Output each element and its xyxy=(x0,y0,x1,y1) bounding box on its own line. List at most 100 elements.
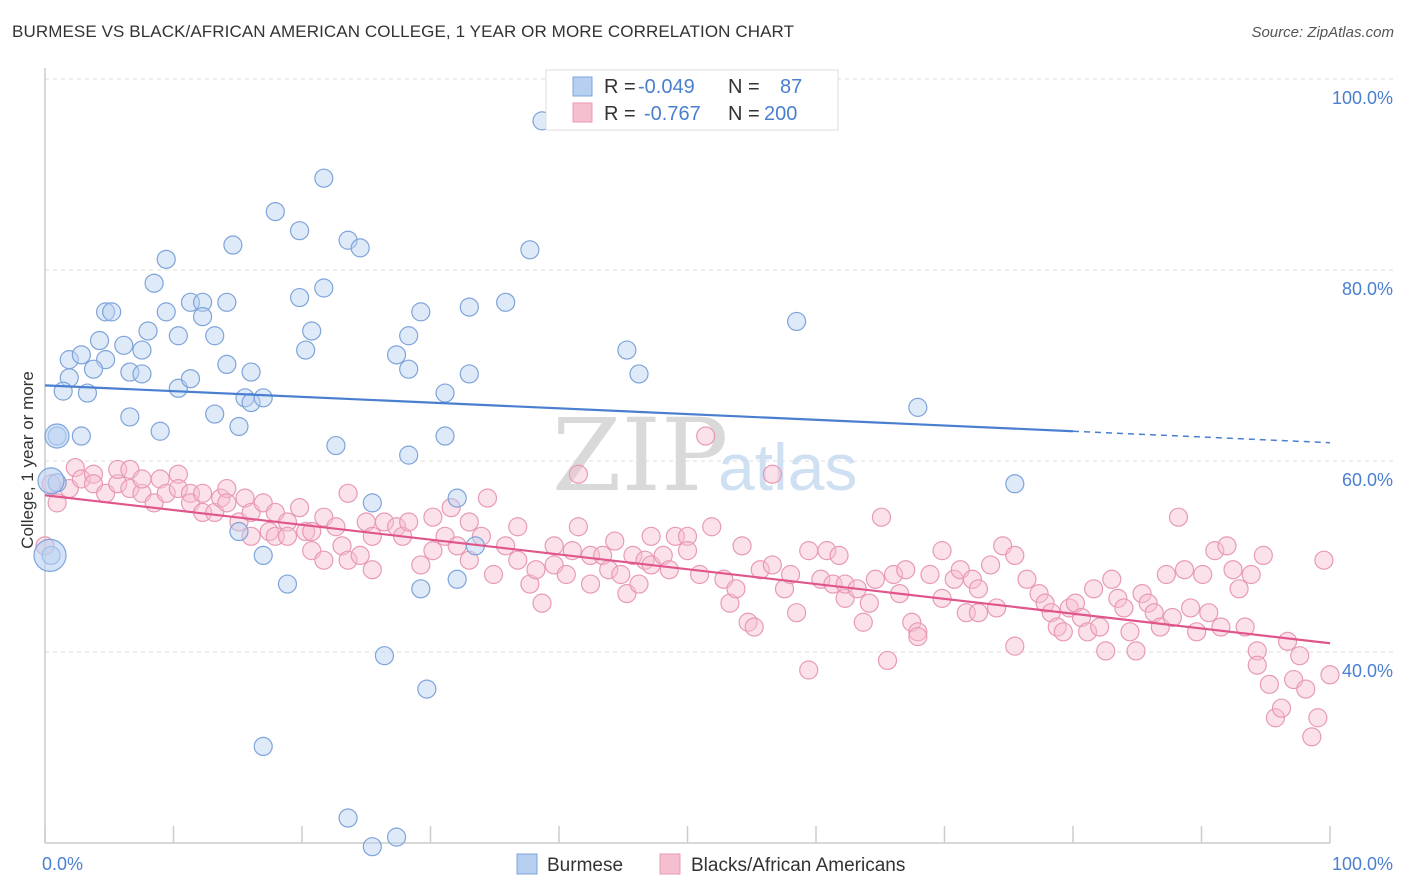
point-blacks xyxy=(1005,545,1025,566)
bottom-legend: Burmese Blacks/African Americans xyxy=(516,853,905,876)
point-blacks xyxy=(217,493,237,513)
point-blacks xyxy=(447,536,467,556)
point-burmese xyxy=(617,340,637,360)
point-blacks xyxy=(1096,641,1116,661)
point-burmese xyxy=(253,545,273,566)
point-blacks xyxy=(1217,536,1237,556)
legend-n-label-2: N = xyxy=(728,103,760,125)
source-label: Source: ZipAtlas.com xyxy=(1251,24,1394,41)
point-burmese xyxy=(102,302,122,322)
watermark: ZIP atlas xyxy=(552,397,857,514)
point-burmese xyxy=(150,421,170,441)
point-blacks xyxy=(496,536,516,556)
point-blacks xyxy=(556,564,576,585)
point-burmese xyxy=(180,369,201,389)
y-tick-label: 40.0% xyxy=(1342,661,1393,681)
point-burmese xyxy=(217,354,237,374)
watermark-atlas: atlas xyxy=(718,430,857,504)
legend-n-value-1: 87 xyxy=(780,76,802,98)
bottom-legend-burmese: Burmese xyxy=(547,855,623,876)
point-blacks xyxy=(1065,593,1086,613)
point-blacks xyxy=(720,593,740,613)
point-burmese-large xyxy=(44,423,70,449)
point-blacks xyxy=(71,469,91,489)
point-burmese xyxy=(386,345,407,365)
point-blacks xyxy=(1199,603,1219,623)
point-burmese xyxy=(374,646,395,666)
point-blacks xyxy=(1029,583,1049,604)
point-blacks xyxy=(1193,564,1213,585)
point-blacks xyxy=(326,517,346,537)
point-blacks xyxy=(477,488,498,508)
point-blacks xyxy=(1120,622,1140,642)
point-blacks xyxy=(1296,679,1316,699)
point-blacks xyxy=(902,612,922,632)
point-blacks xyxy=(659,560,679,580)
point-blacks xyxy=(362,560,382,580)
point-blacks xyxy=(1223,560,1243,580)
point-burmese xyxy=(205,404,225,424)
point-burmese xyxy=(447,488,467,508)
point-burmese xyxy=(223,235,243,255)
point-blacks xyxy=(968,603,989,623)
point-burmese xyxy=(362,837,382,857)
point-blacks xyxy=(508,550,528,570)
point-burmese xyxy=(459,297,479,317)
point-blacks xyxy=(726,579,746,599)
legend-box xyxy=(545,69,839,131)
point-blacks xyxy=(1247,641,1267,661)
point-blacks xyxy=(374,512,395,532)
point-burmese xyxy=(120,362,140,382)
point-burmese xyxy=(229,416,249,437)
point-burmese xyxy=(314,278,334,298)
point-blacks xyxy=(508,517,528,537)
point-blacks xyxy=(629,574,649,594)
point-burmese xyxy=(399,326,419,346)
point-blacks xyxy=(744,617,764,637)
point-blacks xyxy=(132,469,152,489)
point-blacks xyxy=(1035,593,1055,613)
point-burmese xyxy=(89,330,110,351)
point-blacks xyxy=(1290,646,1310,666)
point-blacks xyxy=(47,493,67,513)
legend-r-value-1: -0.049 xyxy=(638,76,695,98)
point-blacks xyxy=(108,474,128,494)
point-blacks xyxy=(871,507,892,527)
point-blacks xyxy=(235,488,255,508)
point-blacks xyxy=(168,464,188,484)
point-burmese xyxy=(168,326,188,346)
point-blacks xyxy=(653,545,673,566)
point-blacks xyxy=(1265,708,1286,728)
point-burmese xyxy=(156,302,176,322)
point-burmese xyxy=(338,230,358,250)
point-blacks xyxy=(641,526,661,546)
point-burmese xyxy=(144,273,164,293)
series-burmese xyxy=(33,111,1025,857)
point-blacks xyxy=(859,593,879,613)
point-blacks xyxy=(1132,583,1152,604)
trend-lines xyxy=(44,384,1331,645)
point-blacks xyxy=(865,569,886,589)
point-blacks xyxy=(1302,727,1322,747)
point-blacks xyxy=(411,555,431,575)
point-blacks xyxy=(483,564,504,585)
point-blacks xyxy=(1187,622,1207,642)
point-blacks xyxy=(1156,564,1176,585)
watermark-zip: ZIP xyxy=(552,397,728,514)
point-blacks xyxy=(702,517,722,537)
point-burmese xyxy=(435,383,455,403)
point-blacks xyxy=(1162,607,1183,628)
point-burmese xyxy=(114,335,134,355)
point-blacks xyxy=(799,541,819,561)
point-blacks xyxy=(677,526,698,546)
point-blacks xyxy=(853,612,873,632)
point-blacks xyxy=(962,569,982,589)
point-blacks xyxy=(1259,674,1279,694)
point-burmese xyxy=(314,168,334,188)
point-burmese xyxy=(459,364,479,384)
point-burmese xyxy=(629,364,649,384)
point-blacks xyxy=(459,512,479,532)
point-blacks xyxy=(920,564,940,585)
axes xyxy=(44,68,1331,844)
point-burmese xyxy=(132,364,152,384)
